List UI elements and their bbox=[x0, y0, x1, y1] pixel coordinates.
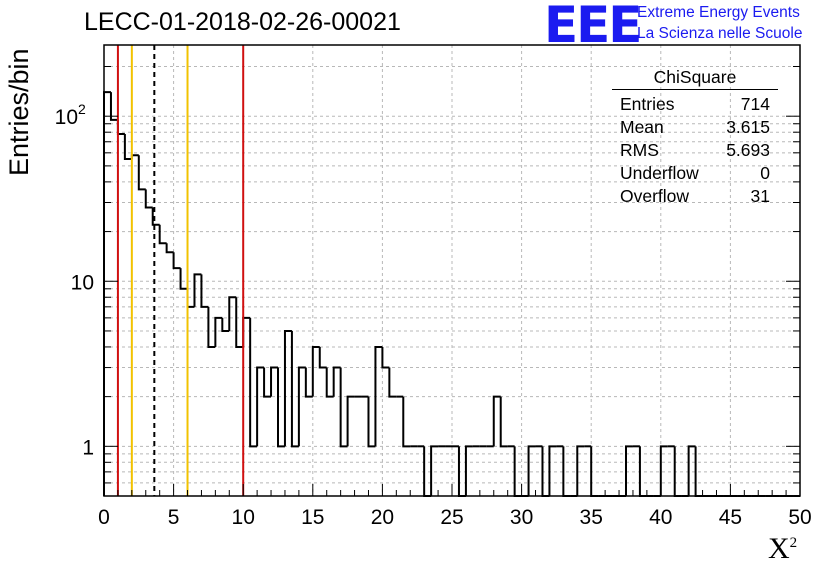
histogram-bin bbox=[325, 367, 334, 398]
histogram-bin bbox=[200, 274, 209, 308]
eee-logo: EEE bbox=[544, 0, 642, 54]
stats-value: 31 bbox=[750, 186, 770, 206]
histogram-bin bbox=[367, 396, 376, 448]
y-tick-label: 1 bbox=[82, 436, 94, 459]
stats-row-overflow: Overflow 31 bbox=[612, 185, 778, 208]
x-axis-label: X2 bbox=[768, 532, 797, 566]
histogram-bin bbox=[402, 396, 411, 448]
stats-label: Entries bbox=[620, 94, 675, 114]
histogram-bin bbox=[165, 243, 174, 254]
stats-row-entries: Entries 714 bbox=[612, 93, 778, 116]
x-tick-label: 40 bbox=[649, 506, 672, 529]
histogram-bin bbox=[311, 345, 320, 397]
histogram-bin bbox=[576, 445, 585, 496]
histogram-bin bbox=[318, 346, 327, 369]
histogram-bin bbox=[464, 445, 473, 496]
histogram-bin bbox=[290, 330, 299, 448]
y-tick-label: 10 bbox=[71, 271, 94, 294]
stats-label: Underflow bbox=[620, 163, 699, 183]
histogram-bin bbox=[179, 268, 188, 290]
histogram-bin bbox=[144, 189, 153, 209]
histogram-bin bbox=[228, 296, 237, 331]
x-axis-label-base: X bbox=[768, 532, 790, 565]
histogram-bin bbox=[297, 366, 306, 447]
stats-label: RMS bbox=[620, 140, 659, 160]
stats-value: 3.615 bbox=[726, 117, 770, 137]
x-tick-label: 30 bbox=[510, 506, 533, 529]
histogram-bin bbox=[242, 316, 251, 347]
stats-row-underflow: Underflow 0 bbox=[612, 162, 778, 185]
stats-value: 5.693 bbox=[726, 140, 770, 160]
x-tick-label: 45 bbox=[719, 506, 742, 529]
histogram-bin bbox=[172, 252, 181, 270]
x-tick-label: 5 bbox=[168, 506, 180, 529]
histogram-bin bbox=[193, 273, 202, 307]
y-axis-label: Entries/bin bbox=[4, 48, 34, 176]
histogram-bin bbox=[270, 366, 278, 397]
x-tick-label: 35 bbox=[580, 506, 603, 529]
x-tick-label: 0 bbox=[98, 506, 110, 529]
histogram-bin bbox=[151, 207, 160, 226]
histogram-bin bbox=[304, 367, 313, 398]
histogram-bin bbox=[277, 367, 285, 448]
histogram-bin bbox=[283, 329, 292, 447]
histogram-bin bbox=[332, 366, 341, 397]
x-tick-label: 15 bbox=[301, 506, 324, 529]
stats-value: 0 bbox=[760, 163, 770, 183]
y-tick-label: 10 bbox=[55, 106, 78, 129]
stats-value: 714 bbox=[740, 94, 770, 114]
x-tick-label: 25 bbox=[440, 506, 463, 529]
histogram-bin bbox=[158, 224, 167, 245]
histogram-bin bbox=[687, 445, 696, 496]
y-tick-label-exponent: 2 bbox=[78, 101, 86, 117]
histogram-bin bbox=[214, 316, 223, 347]
histogram-bin bbox=[499, 396, 508, 448]
histogram-bin bbox=[249, 317, 258, 448]
stats-row-mean: Mean 3.615 bbox=[612, 116, 778, 139]
x-tick-label: 50 bbox=[788, 506, 811, 529]
histogram-bin bbox=[374, 345, 383, 447]
histogram-bin bbox=[137, 155, 146, 191]
x-tick-label: 10 bbox=[232, 506, 255, 529]
stats-row-rms: RMS 5.693 bbox=[612, 139, 778, 162]
histogram-bin bbox=[388, 367, 397, 398]
histogram-bin bbox=[207, 306, 216, 348]
x-axis-label-superscript: 2 bbox=[789, 535, 798, 551]
histogram-bin bbox=[339, 367, 348, 448]
histogram-bin bbox=[625, 445, 633, 496]
histogram-bin bbox=[346, 395, 355, 447]
chart-title: LECC-01-2018-02-26-00021 bbox=[84, 8, 401, 36]
stats-title: ChiSquare bbox=[612, 67, 778, 90]
histogram-bin bbox=[256, 366, 265, 447]
histogram-bin bbox=[548, 445, 557, 496]
histogram-bin bbox=[430, 445, 439, 496]
histogram-bin bbox=[130, 154, 139, 160]
logo-text-line1: Extreme Energy Events bbox=[637, 4, 800, 21]
stats-label: Mean bbox=[620, 117, 664, 137]
histogram-bin bbox=[109, 92, 118, 121]
histogram-bin bbox=[659, 445, 668, 496]
histogram-bin bbox=[381, 346, 390, 369]
stats-label: Overflow bbox=[620, 186, 690, 206]
histogram-bin bbox=[186, 288, 195, 308]
histogram-bin bbox=[527, 445, 536, 496]
histogram-bin bbox=[492, 395, 501, 447]
histogram-bin bbox=[263, 367, 272, 398]
stats-box: ChiSquare Entries 714 Mean 3.615 RMS 5.693 … bbox=[612, 67, 778, 208]
logo-text-line2: La Scienza nelle Scuole bbox=[637, 25, 803, 42]
x-tick-label: 20 bbox=[371, 506, 394, 529]
histogram-bin bbox=[235, 297, 244, 348]
histogram-bin bbox=[221, 317, 230, 332]
histogram-bin bbox=[123, 134, 132, 161]
